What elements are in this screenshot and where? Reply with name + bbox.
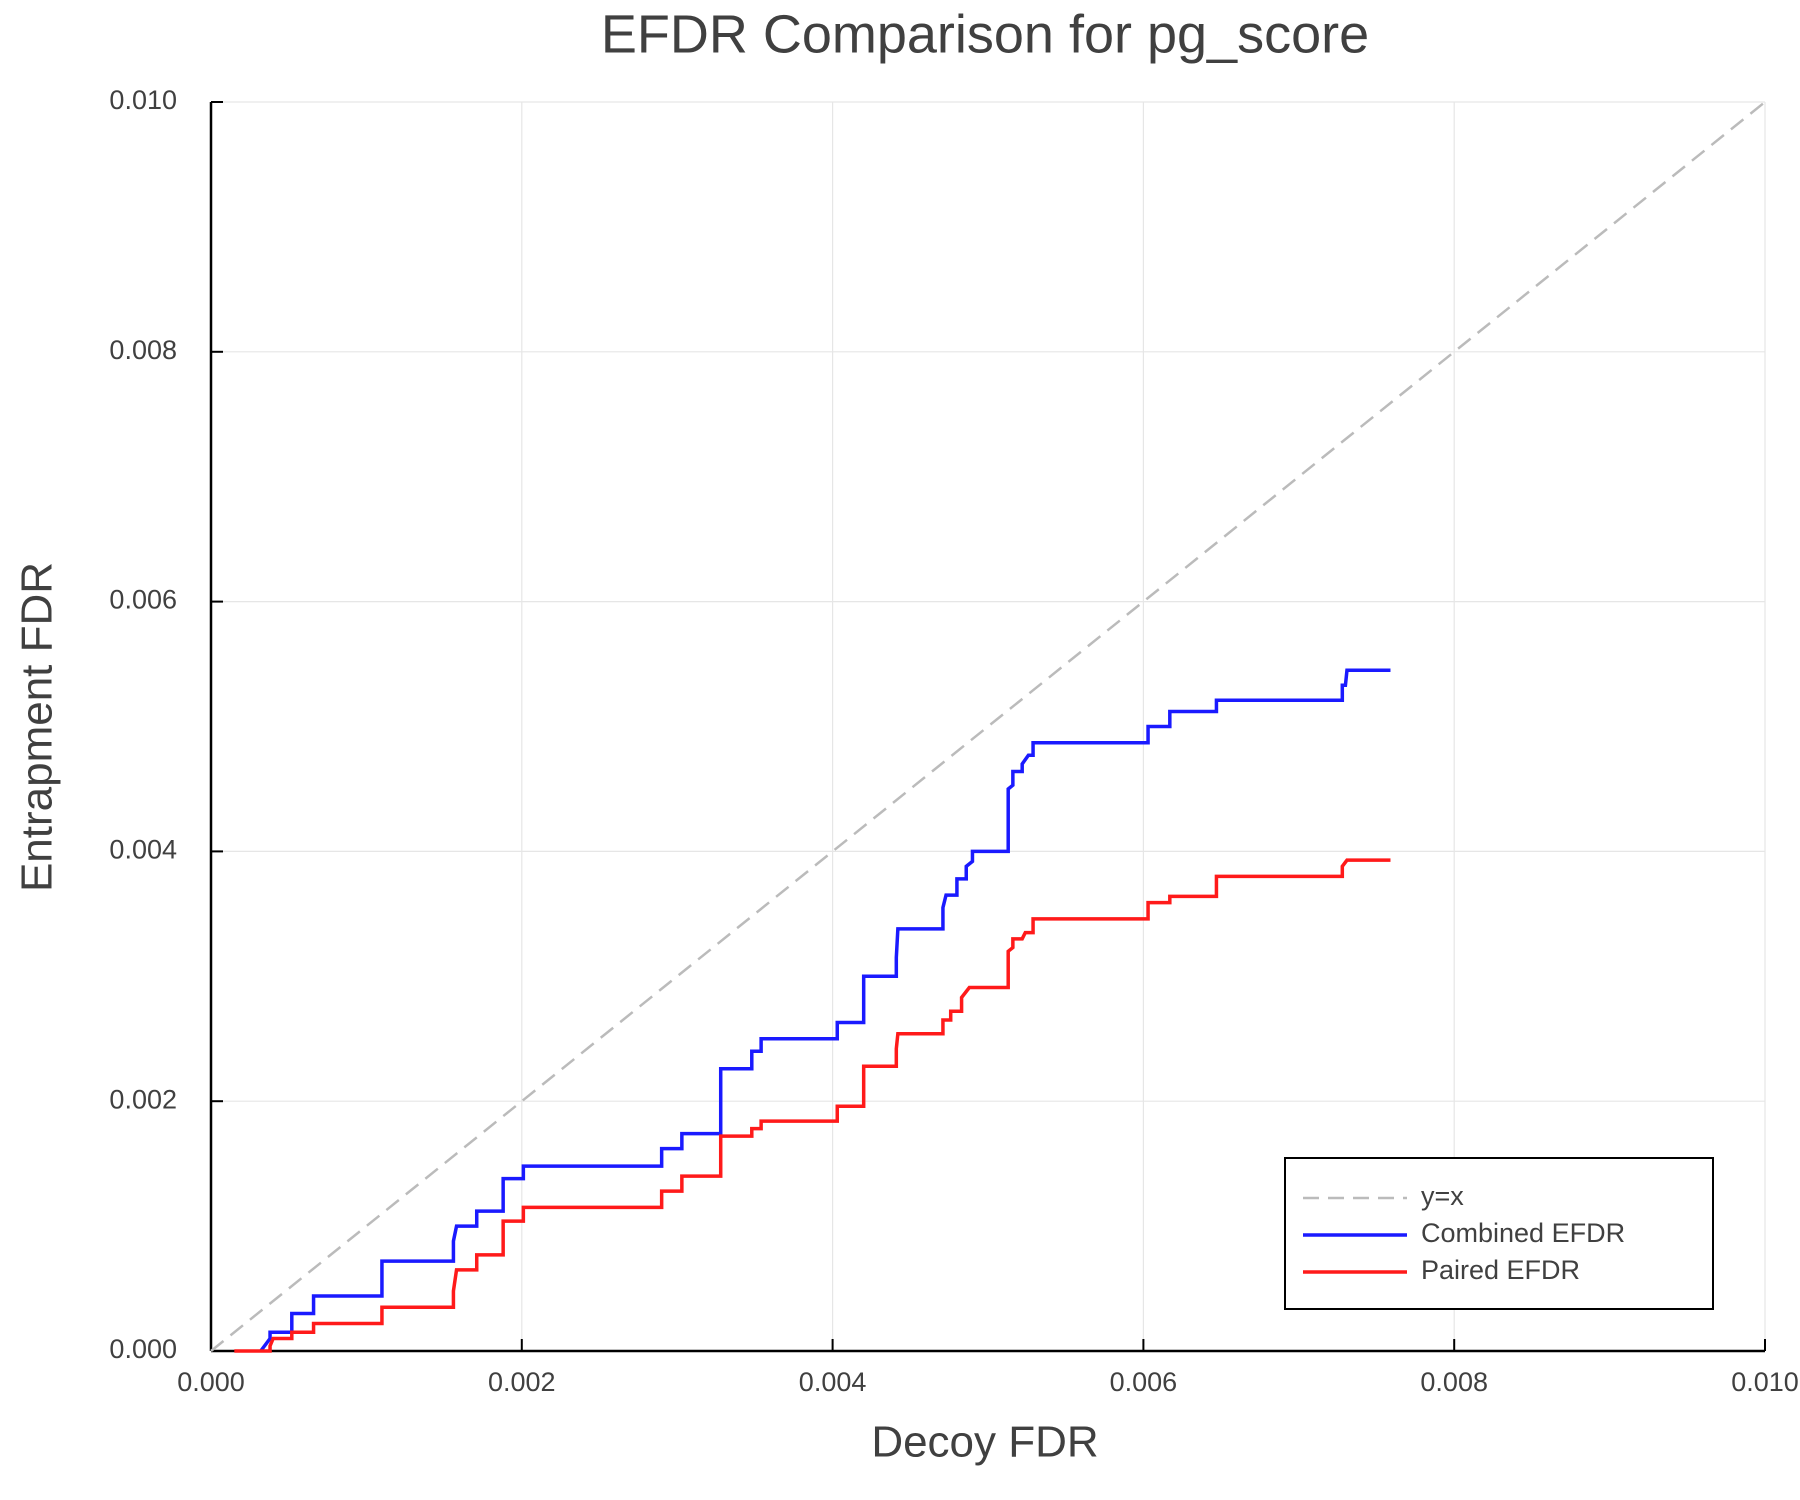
x-tick-label: 0.008 bbox=[1420, 1367, 1488, 1397]
x-tick-label: 0.006 bbox=[1110, 1367, 1178, 1397]
x-tick-label: 0.000 bbox=[177, 1367, 245, 1397]
series-line bbox=[234, 858, 1391, 1353]
x-tick-label: 0.010 bbox=[1731, 1367, 1799, 1397]
legend-label: Paired EFDR bbox=[1421, 1255, 1580, 1285]
y-tick-label: 0.008 bbox=[109, 335, 177, 365]
y-tick-label: 0.006 bbox=[109, 585, 177, 615]
legend-label: y=x bbox=[1421, 1181, 1464, 1211]
y-tick-label: 0.010 bbox=[109, 85, 177, 115]
legend-label: Combined EFDR bbox=[1421, 1218, 1625, 1248]
y-tick-label: 0.002 bbox=[109, 1084, 177, 1114]
series-line bbox=[210, 101, 1766, 1352]
series-line bbox=[259, 668, 1391, 1353]
x-tick-label: 0.002 bbox=[488, 1367, 556, 1397]
y-axis-label: Entrapment FDR bbox=[13, 562, 62, 892]
chart-title: EFDR Comparison for pg_score bbox=[601, 4, 1369, 64]
y-tick-label: 0.004 bbox=[109, 835, 177, 865]
x-axis-label: Decoy FDR bbox=[871, 1418, 1098, 1467]
y-tick-label: 0.000 bbox=[109, 1334, 177, 1364]
x-tick-label: 0.004 bbox=[799, 1367, 867, 1397]
